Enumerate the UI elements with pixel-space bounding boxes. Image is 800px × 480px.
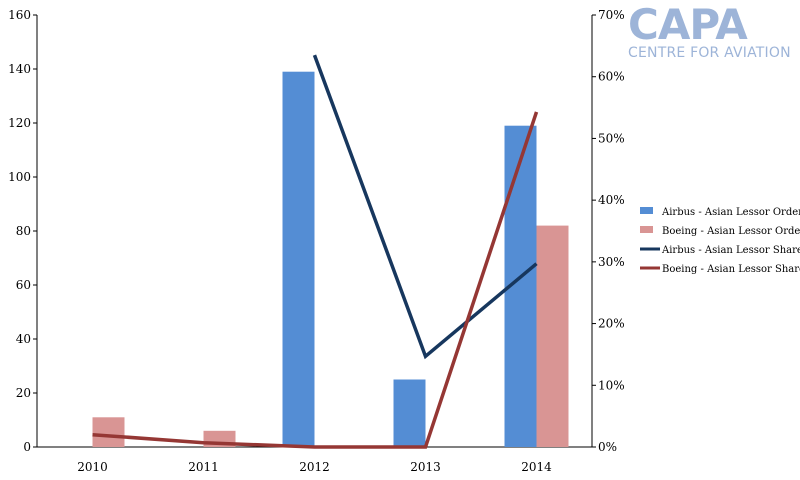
y-left-tick-label: 140 xyxy=(8,62,31,76)
chart-legend: Airbus - Asian Lessor Orders Boeing - Asi… xyxy=(640,207,800,275)
x-tick-label: 2014 xyxy=(521,460,552,474)
y-left-tick-label: 100 xyxy=(8,170,31,184)
series-line xyxy=(312,54,538,360)
y-left-tick-label: 80 xyxy=(16,224,31,238)
chart-lines xyxy=(92,54,539,449)
x-tick-label: 2012 xyxy=(299,460,330,474)
y-left-tick-label: 60 xyxy=(16,278,31,292)
x-tick-label: 2013 xyxy=(410,460,441,474)
chart-tick-labels: 0 20 40 60 80 100 120 140 160 0% 10% 20% 30% 40% 50% 60… xyxy=(8,8,625,474)
logo-main-text: CAPA xyxy=(628,0,748,49)
bar xyxy=(92,417,125,447)
bar xyxy=(393,379,426,447)
legend-swatch xyxy=(640,226,653,233)
y-left-tick-label: 160 xyxy=(8,8,31,22)
y-right-tick-label: 40% xyxy=(598,193,625,207)
y-right-tick-label: 70% xyxy=(598,8,625,22)
logo-sub-text: CENTRE FOR AVIATION xyxy=(628,45,791,61)
x-tick-label: 2010 xyxy=(77,460,108,474)
y-left-tick-label: 40 xyxy=(16,332,31,346)
legend-label: Airbus - Asian Lessor Orders xyxy=(661,207,800,218)
bar xyxy=(536,225,569,447)
y-right-tick-label: 60% xyxy=(598,70,625,84)
chart-bars xyxy=(92,71,569,447)
y-right-tick-label: 0% xyxy=(598,440,617,454)
y-right-tick-label: 20% xyxy=(598,317,625,331)
y-right-tick-label: 10% xyxy=(598,378,625,392)
y-right-tick-label: 30% xyxy=(598,255,625,269)
legend-label: Boeing - Asian Lessor Orders xyxy=(662,226,800,237)
y-right-tick-label: 50% xyxy=(598,131,625,145)
x-tick-label: 2011 xyxy=(188,460,219,474)
y-left-tick-label: 20 xyxy=(16,386,31,400)
legend-label: Boeing - Asian Lessor Share xyxy=(662,264,800,275)
y-left-tick-label: 0 xyxy=(23,440,31,454)
capa-logo: CAPA CENTRE FOR AVIATION xyxy=(628,0,798,62)
legend-label: Airbus - Asian Lessor Share xyxy=(661,245,800,256)
legend-swatch xyxy=(640,207,653,214)
bar xyxy=(282,71,315,447)
y-left-tick-label: 120 xyxy=(8,116,31,130)
series-line xyxy=(92,111,539,449)
